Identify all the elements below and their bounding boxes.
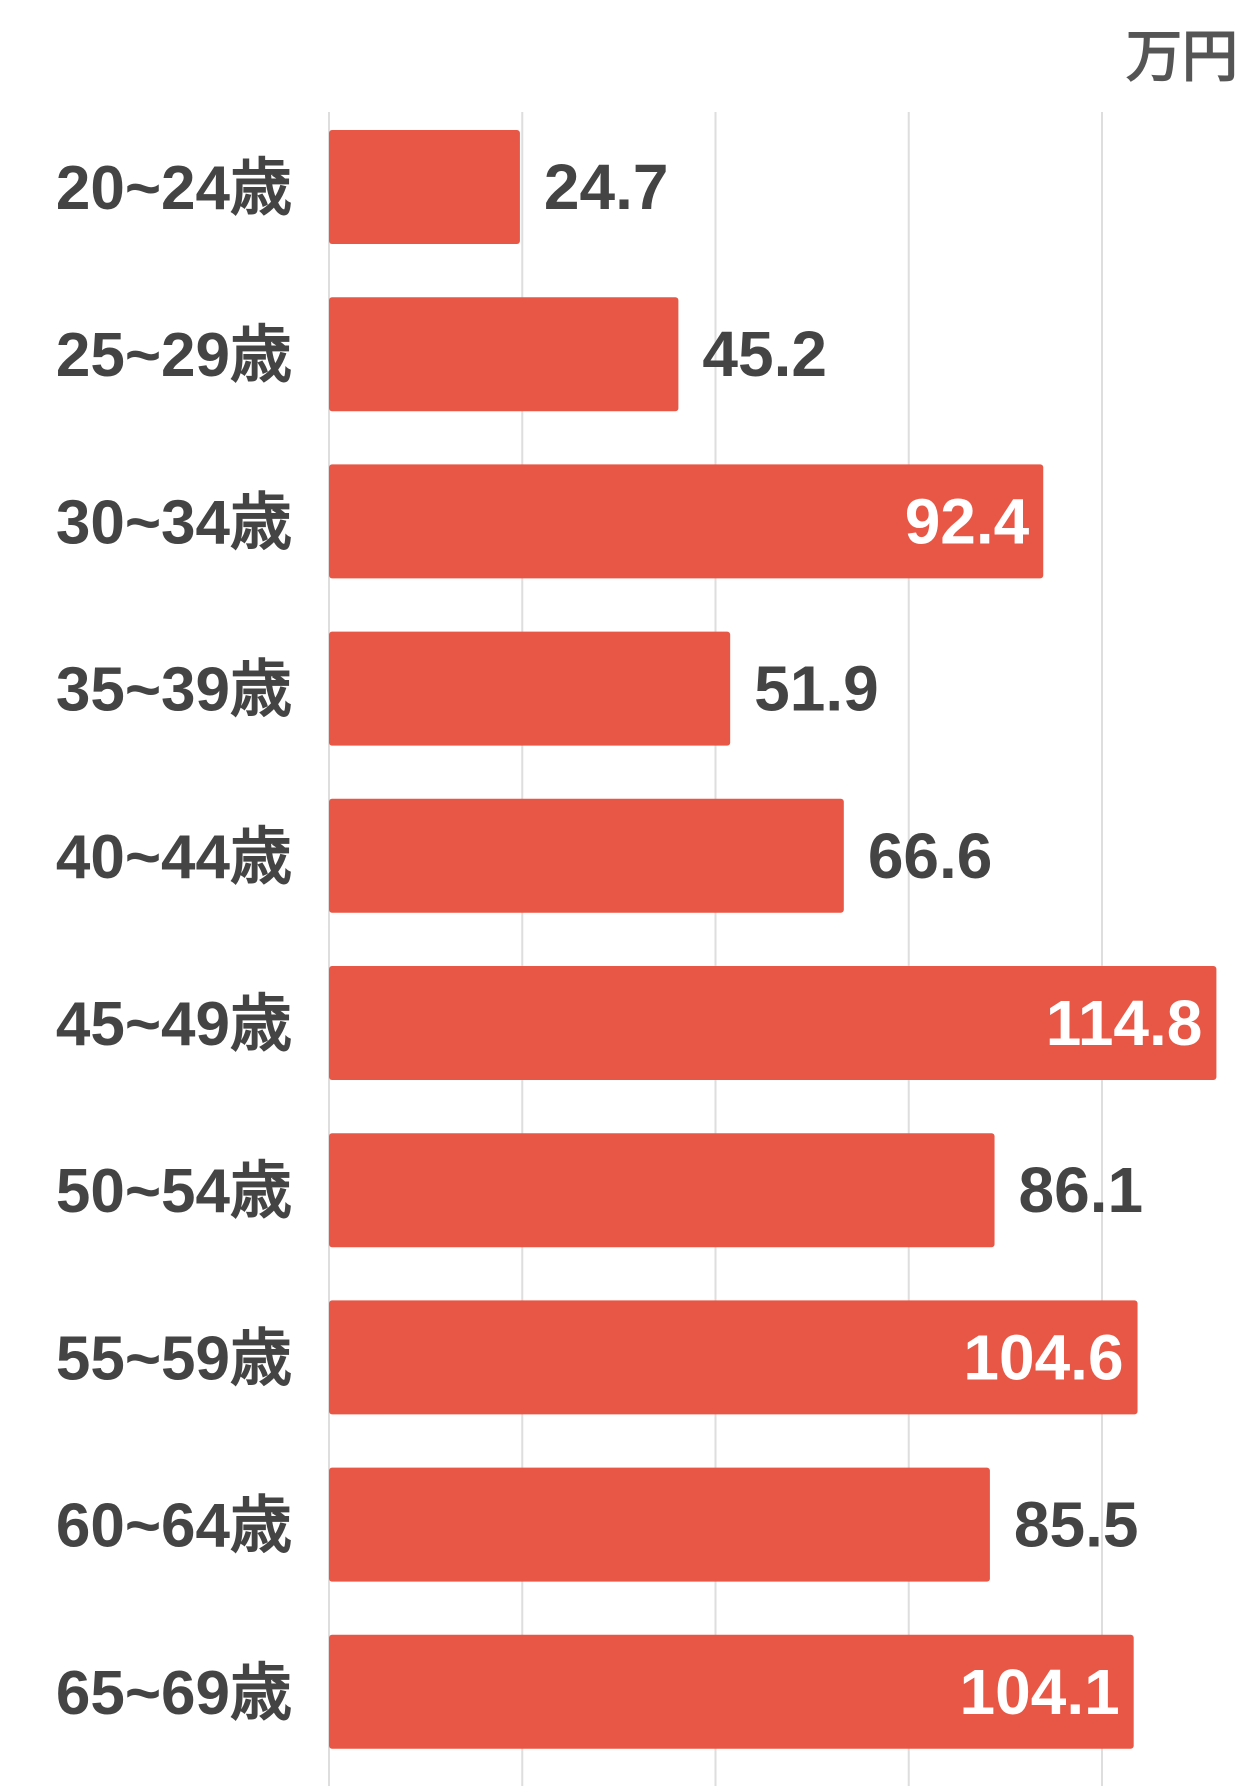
value-label-0: 24.7 bbox=[544, 151, 669, 223]
bar-7 bbox=[329, 1300, 1138, 1415]
value-label-6: 86.1 bbox=[1019, 1154, 1144, 1226]
category-label-7: 55~59歳 bbox=[56, 1324, 292, 1393]
value-label-9: 104.1 bbox=[960, 1656, 1120, 1728]
unit-label: 万円 bbox=[1126, 25, 1238, 88]
value-label-3: 51.9 bbox=[754, 653, 879, 725]
value-label-4: 66.6 bbox=[868, 820, 993, 892]
bar-9 bbox=[329, 1634, 1134, 1749]
bar-0 bbox=[329, 130, 520, 244]
value-label-5: 114.8 bbox=[1046, 987, 1203, 1059]
category-label-6: 50~54歳 bbox=[56, 1157, 292, 1226]
bar-4 bbox=[329, 798, 844, 913]
bar-3 bbox=[329, 631, 731, 746]
bar-5 bbox=[329, 966, 1217, 1080]
bar-2 bbox=[329, 464, 1044, 579]
bar-1 bbox=[329, 297, 679, 412]
value-label-2: 92.4 bbox=[905, 485, 1030, 557]
category-label-3: 35~39歳 bbox=[56, 656, 292, 725]
bar-8 bbox=[329, 1467, 990, 1582]
bar-layer bbox=[329, 130, 1217, 1749]
value-label-8: 85.5 bbox=[1014, 1489, 1139, 1561]
category-label-8: 60~64歳 bbox=[56, 1492, 292, 1561]
value-label-1: 45.2 bbox=[702, 318, 827, 390]
category-label-2: 30~34歳 bbox=[56, 488, 292, 557]
category-label-9: 65~69歳 bbox=[56, 1659, 292, 1728]
category-label-4: 40~44歳 bbox=[56, 823, 292, 892]
category-label-0: 20~24歳 bbox=[56, 154, 292, 223]
category-label-5: 45~49歳 bbox=[56, 990, 292, 1059]
bar-6 bbox=[329, 1133, 995, 1248]
category-label-1: 25~29歳 bbox=[56, 321, 292, 390]
label-layer: 20~24歳 24.7 25~29歳 45.2 30~34歳 92.4 35~39歳 51.9… bbox=[56, 151, 1203, 1728]
value-label-7: 104.6 bbox=[963, 1321, 1123, 1393]
